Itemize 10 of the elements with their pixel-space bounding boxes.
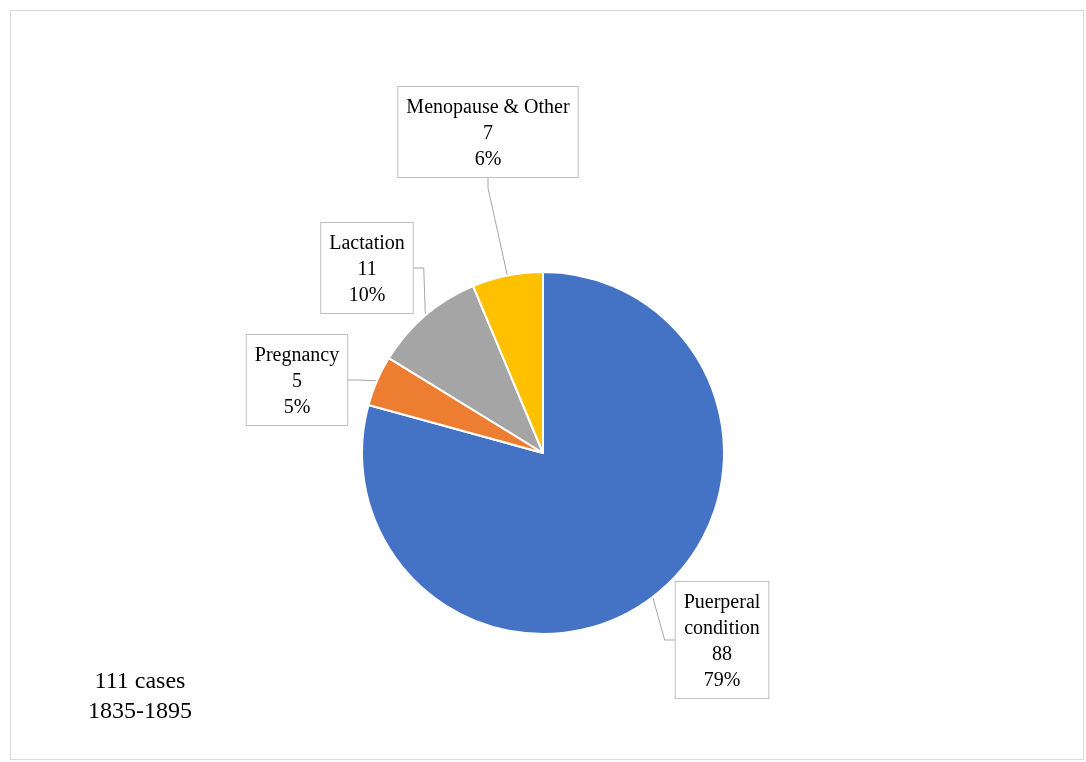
slice-label: Lactation — [329, 231, 405, 253]
slice-label: Puerperal condition — [683, 590, 761, 638]
slice-label: Menopause & Other — [406, 95, 570, 118]
data-label: 7 6% — [474, 121, 502, 169]
data-label: 5 5% — [283, 369, 311, 417]
text: 1835-1895 — [87, 696, 193, 725]
text: 111 cases — [93, 666, 187, 695]
data-label: 88 79% — [703, 642, 741, 690]
slice-label: Pregnancy — [254, 343, 340, 366]
data-label: 11 10% — [348, 257, 386, 305]
